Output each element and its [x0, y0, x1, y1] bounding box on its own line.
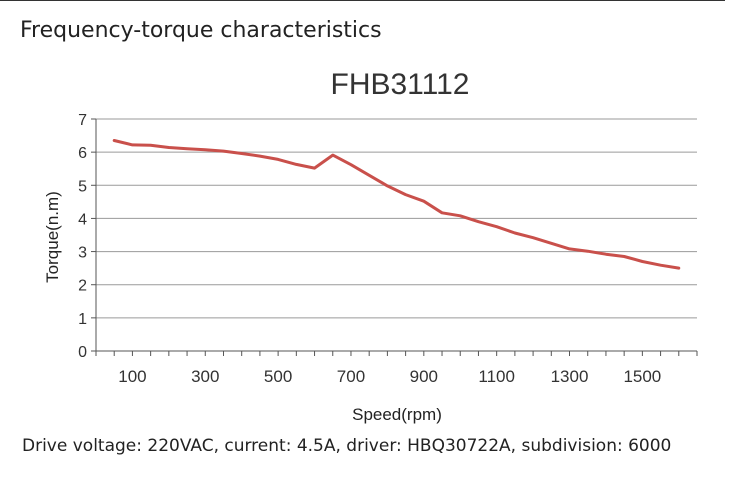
tick-labels: 0 1 2 3 4 5 6 7 100 300 500 700 900 1100 1300 1500	[78, 112, 661, 386]
axes	[91, 118, 698, 356]
data-point	[149, 143, 152, 147]
data-point	[513, 231, 517, 235]
data-point	[422, 199, 426, 203]
y-tick-label: 2	[78, 278, 87, 295]
series-line-0	[112, 139, 681, 270]
data-point	[404, 193, 407, 196]
data-point	[659, 263, 662, 267]
data-point	[440, 211, 444, 214]
data-point	[276, 158, 280, 161]
data-point	[459, 214, 462, 217]
x-tick-label: 300	[191, 367, 219, 386]
x-tick-label: 100	[118, 367, 146, 386]
data-point	[677, 266, 680, 270]
y-tick-label: 6	[78, 145, 87, 162]
x-tick-label: 700	[337, 367, 365, 386]
y-tick-label: 3	[78, 245, 87, 262]
data-point	[477, 220, 480, 223]
data-point	[331, 153, 334, 157]
data-point	[204, 148, 207, 152]
x-tick-label: 1500	[623, 367, 661, 386]
y-tick-label: 5	[78, 178, 87, 195]
data-point	[222, 149, 225, 153]
data-point	[622, 255, 626, 258]
section-heading: Frequency-torque characteristics	[20, 18, 382, 43]
caption: Drive voltage: 220VAC, current: 4.5A, dr…	[22, 436, 672, 456]
x-tick-label: 500	[264, 367, 292, 386]
x-tick-label: 1300	[551, 367, 589, 386]
data-point	[258, 154, 262, 158]
data-point	[586, 250, 589, 253]
x-tick-label: 1100	[478, 367, 515, 386]
data-point	[386, 184, 389, 188]
data-point	[349, 163, 353, 166]
data-point	[185, 147, 189, 151]
y-tick-label: 0	[78, 344, 87, 361]
frequency-torque-chart: FHB31112 0 1 2 3 4 5 6 7 100 300 500 700 900 1100 1300…	[43, 68, 698, 424]
data-point	[641, 260, 644, 263]
data-point	[604, 253, 608, 256]
top-divider	[0, 0, 725, 1]
data-point	[568, 247, 571, 251]
y-tick-label: 4	[78, 211, 87, 228]
data-point	[113, 139, 116, 142]
data-point	[531, 236, 535, 239]
data-point	[167, 146, 171, 149]
x-axis-label: Speed(rpm)	[352, 405, 442, 424]
chart-title: FHB31112	[331, 68, 470, 101]
y-tick-label: 7	[78, 112, 87, 129]
data-point	[240, 152, 243, 155]
y-tick-label: 1	[78, 311, 87, 328]
series	[112, 139, 681, 270]
data-point	[495, 225, 498, 228]
data-point	[295, 163, 298, 166]
x-tick-label: 900	[410, 367, 438, 386]
data-point	[131, 143, 134, 147]
data-point	[367, 174, 371, 177]
y-axis-label: Torque(n.m)	[43, 191, 62, 283]
data-point	[550, 242, 553, 245]
data-point	[313, 166, 316, 170]
